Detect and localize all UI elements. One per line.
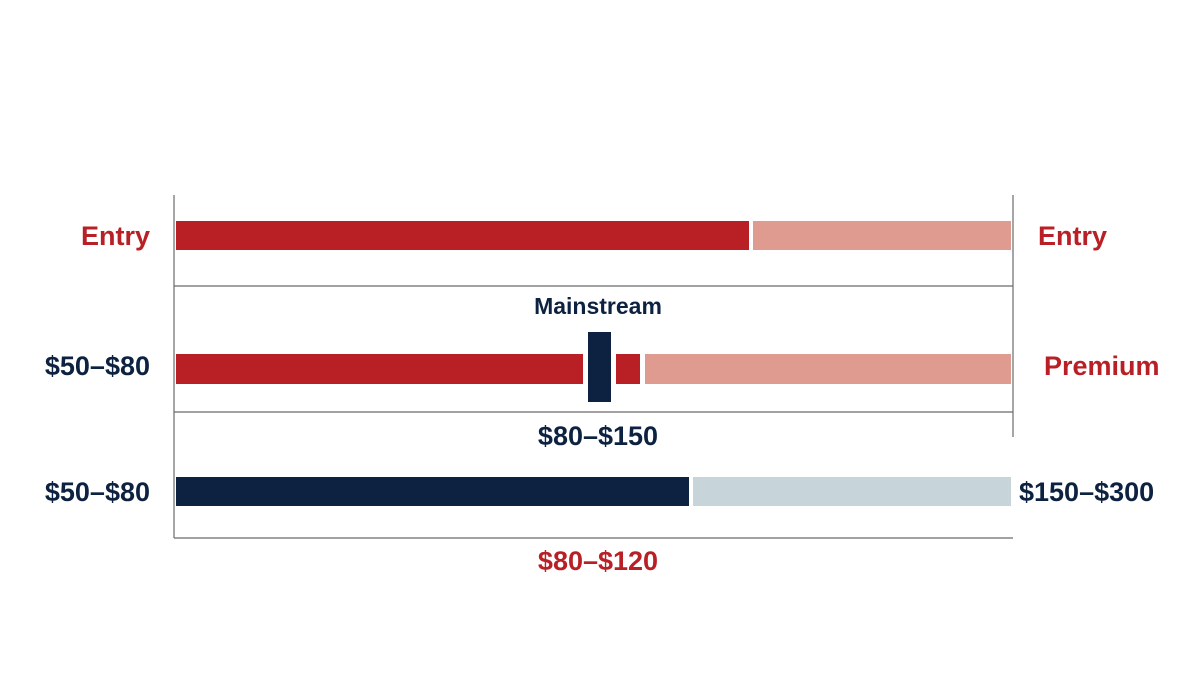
row-label: $50–$80 [45, 477, 150, 507]
marker-label: Mainstream [534, 293, 662, 319]
row-label: Entry [1038, 221, 1107, 251]
row-label: $150–$300 [1019, 477, 1154, 507]
range-label: $80–$120 [538, 546, 658, 576]
row-label: Entry [81, 221, 150, 251]
bar-segment [645, 354, 1011, 384]
bar-segment [176, 221, 749, 250]
range-label: $80–$150 [538, 421, 658, 451]
bar-segment [693, 477, 1011, 506]
row-label: Premium [1044, 351, 1160, 381]
bar-segment [616, 354, 640, 384]
bar-segment [176, 354, 583, 384]
marker [588, 332, 611, 402]
bar-segment [176, 477, 689, 506]
row-label: $50–$80 [45, 351, 150, 381]
bar-segment [753, 221, 1011, 250]
